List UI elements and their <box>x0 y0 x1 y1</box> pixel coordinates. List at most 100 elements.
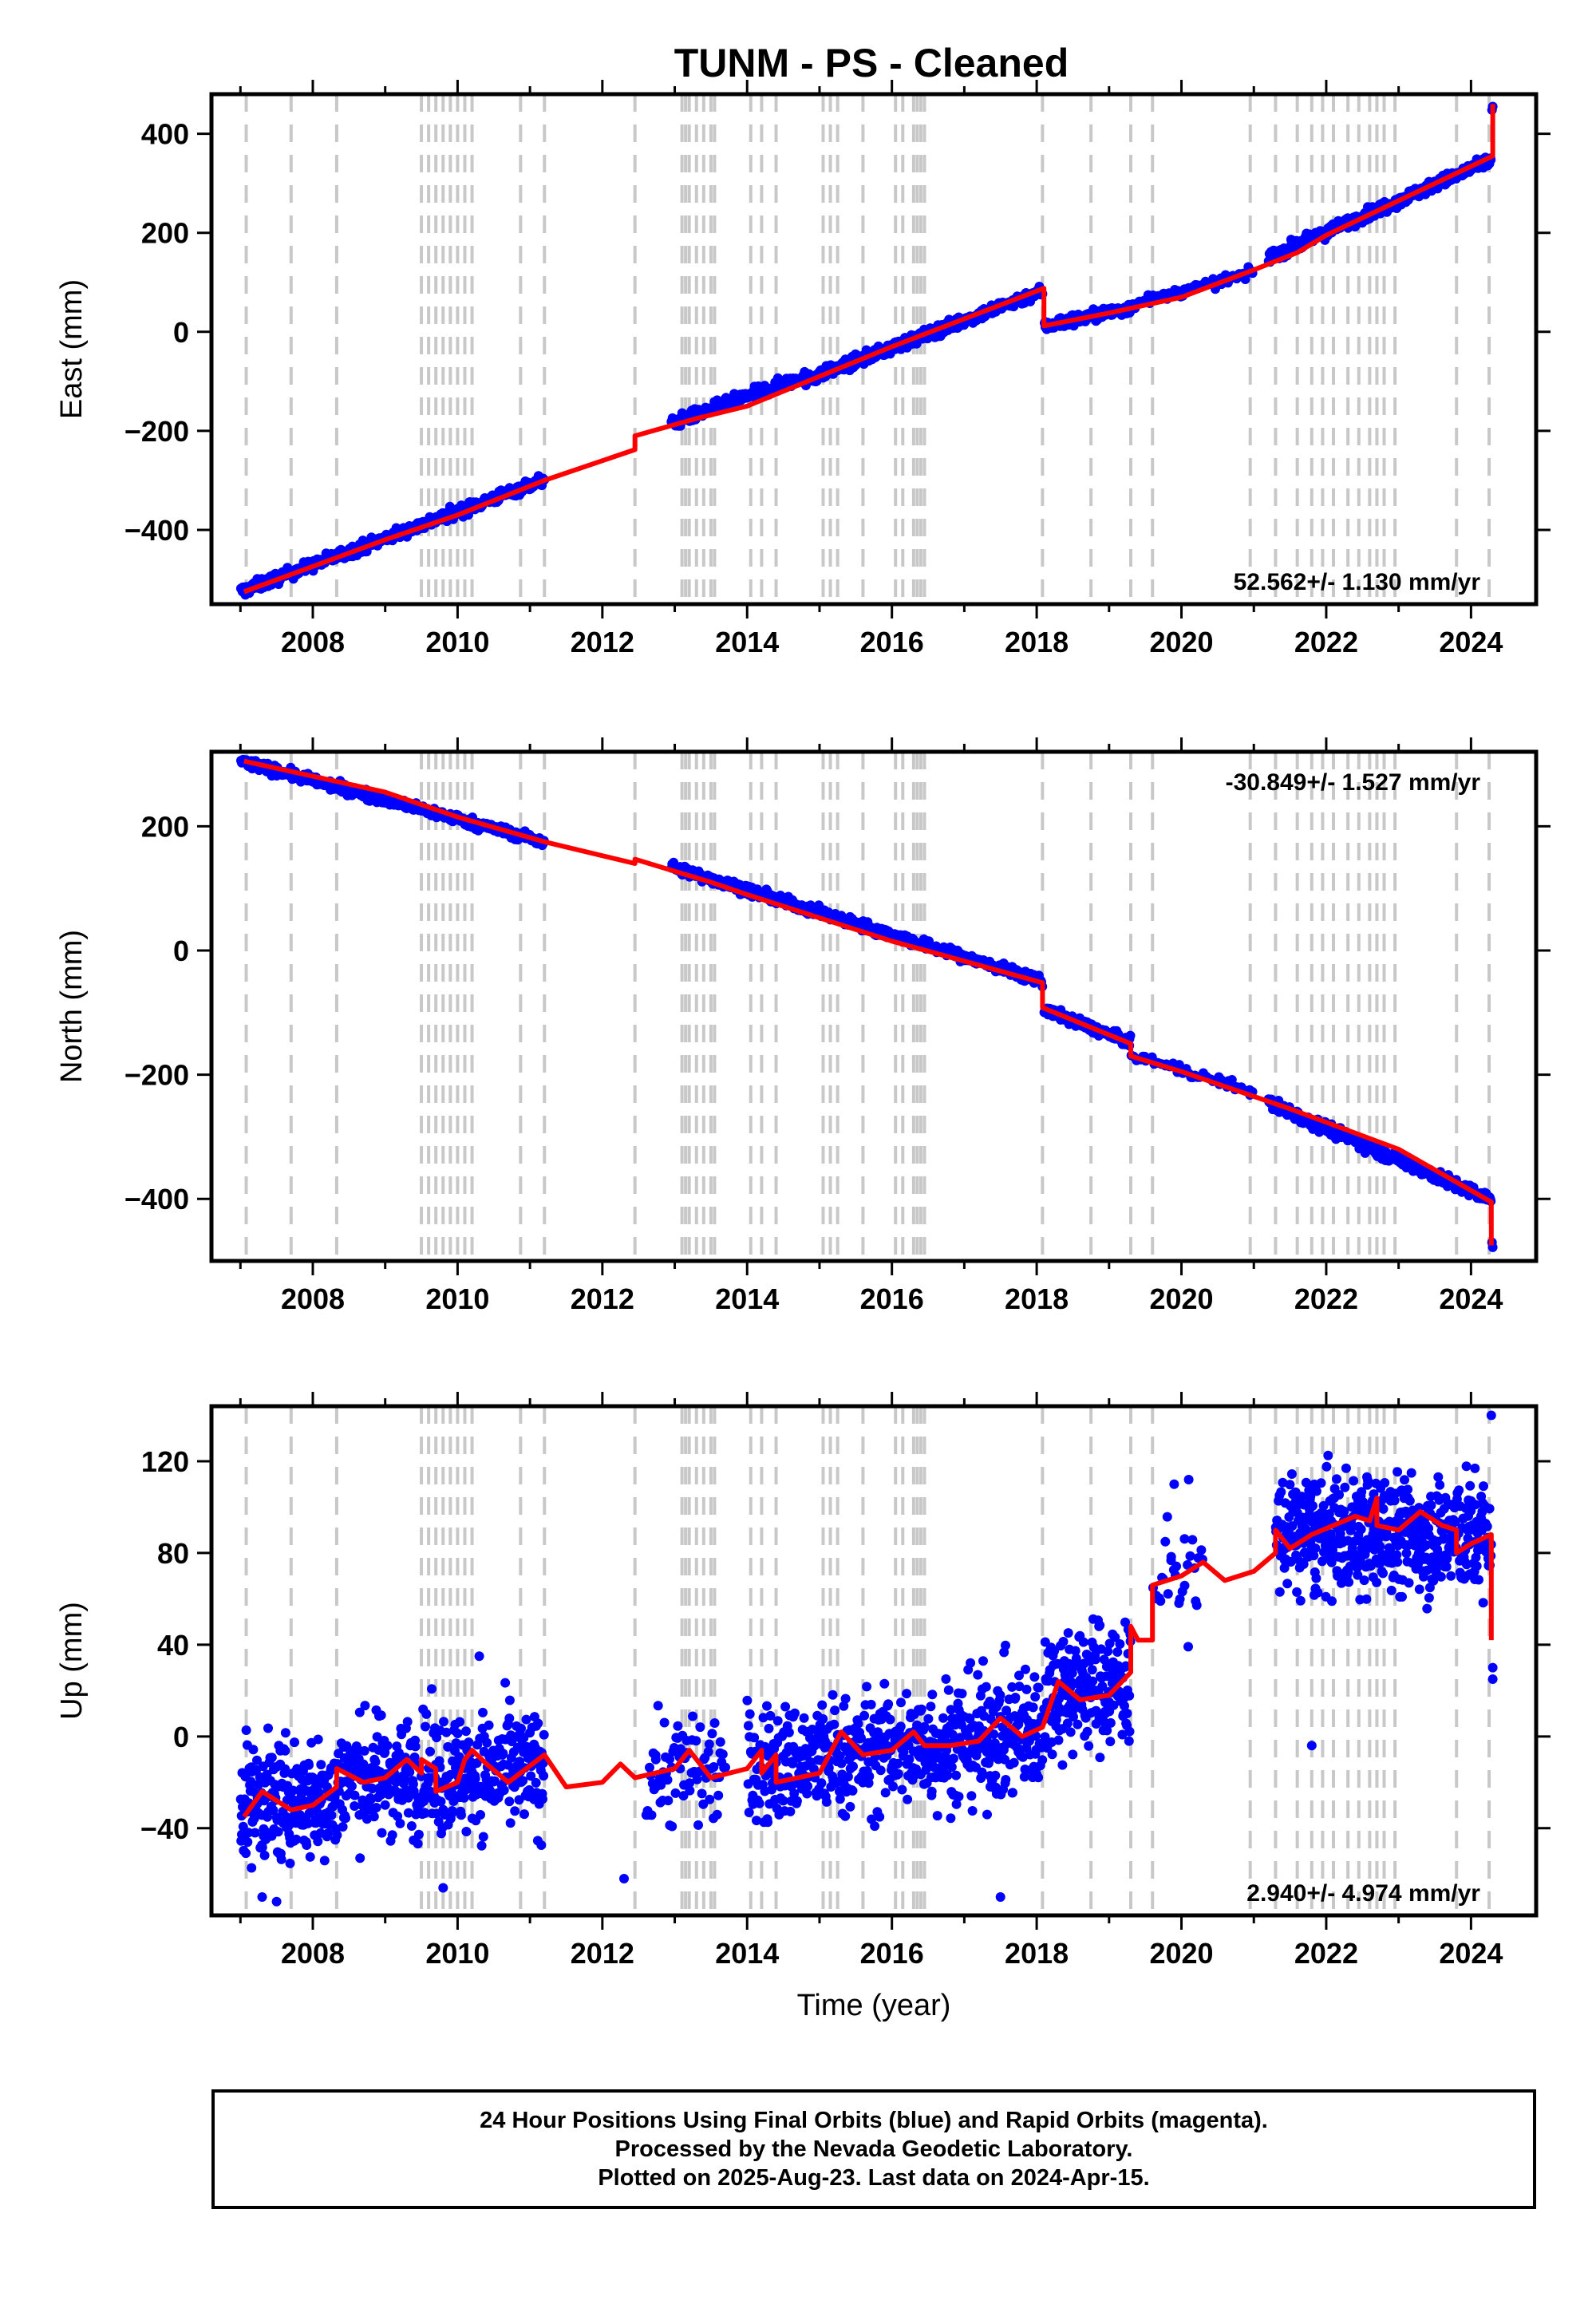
up-data-point <box>1163 1589 1173 1599</box>
up-data-point <box>762 1701 772 1711</box>
up-data-point <box>665 1754 675 1765</box>
up-data-point <box>1047 1749 1057 1760</box>
up-data-point <box>376 1710 386 1721</box>
up-data-point <box>879 1678 890 1689</box>
north-data-point <box>1227 1075 1237 1085</box>
east-x-tick-label: 2022 <box>1294 626 1358 658</box>
north-panel: 2008 2010 2012 2014 2016 2018 2020 2022 20242000… <box>55 737 1551 1315</box>
up-data-point <box>704 1739 714 1749</box>
up-data-point <box>853 1718 863 1729</box>
up-data-point <box>1088 1642 1099 1652</box>
up-data-point <box>653 1701 663 1711</box>
up-data-point <box>1285 1480 1295 1490</box>
up-data-point <box>1279 1563 1290 1573</box>
north-plot-area <box>236 752 1498 1261</box>
up-data-point <box>526 1771 536 1781</box>
up-data-point <box>685 1778 695 1788</box>
up-data-point <box>942 1770 953 1780</box>
up-data-point <box>346 1781 357 1792</box>
up-data-point <box>533 1718 543 1729</box>
up-data-point <box>504 1796 515 1807</box>
up-data-point <box>1297 1492 1307 1502</box>
up-data-point <box>1112 1647 1123 1657</box>
north-y-tick-label: 200 <box>141 810 189 843</box>
up-data-point <box>268 1805 279 1816</box>
up-data-point <box>521 1714 531 1725</box>
up-data-point <box>840 1694 851 1704</box>
up-data-point <box>1009 1757 1019 1768</box>
up-data-point <box>866 1699 876 1709</box>
up-data-point <box>482 1737 492 1748</box>
up-data-point <box>505 1818 516 1828</box>
up-data-point <box>478 1707 488 1717</box>
up-data-point <box>835 1794 845 1804</box>
east-x-tick-label: 2020 <box>1149 626 1213 658</box>
up-data-point <box>1014 1670 1024 1681</box>
east-x-tick-label: 2014 <box>715 626 779 658</box>
up-data-point <box>840 1811 851 1821</box>
up-data-point <box>273 1827 283 1837</box>
up-data-point <box>926 1701 936 1712</box>
up-data-point <box>926 1786 937 1796</box>
up-data-point <box>705 1794 715 1804</box>
up-data-point <box>946 1813 956 1824</box>
up-data-point <box>1327 1596 1337 1607</box>
up-data-point <box>843 1772 853 1782</box>
up-data-point <box>250 1828 260 1838</box>
up-data-point <box>1021 1684 1032 1694</box>
north-y-tick-label: −200 <box>124 1059 189 1092</box>
up-data-point <box>1010 1693 1021 1702</box>
up-data-point <box>932 1811 942 1821</box>
up-data-point <box>904 1754 915 1765</box>
up-data-point <box>280 1764 290 1774</box>
up-data-point <box>1191 1600 1202 1611</box>
up-data-point <box>455 1717 465 1727</box>
up-data-point <box>1326 1557 1337 1567</box>
up-data-point <box>1282 1579 1293 1589</box>
up-data-point <box>359 1745 369 1756</box>
up-data-point <box>895 1721 906 1732</box>
up-data-point <box>709 1762 719 1772</box>
up-data-point <box>1088 1676 1098 1686</box>
up-data-point <box>943 1685 954 1695</box>
up-data-point <box>772 1716 783 1726</box>
up-data-point <box>1037 1755 1048 1765</box>
up-data-point <box>946 1705 956 1715</box>
north-y-axis-label: North (mm) <box>55 930 89 1083</box>
east-x-tick-label: 2008 <box>281 626 345 658</box>
up-data-point <box>919 1721 930 1732</box>
up-data-point <box>650 1754 661 1765</box>
up-data-point <box>1007 1682 1017 1692</box>
up-data-point <box>516 1723 526 1733</box>
up-data-point <box>1278 1477 1288 1488</box>
up-data-point <box>263 1723 273 1733</box>
north-x-tick-label: 2018 <box>1005 1282 1069 1315</box>
up-data-point <box>436 1796 446 1807</box>
up-data-point <box>402 1717 413 1727</box>
up-data-point <box>350 1790 360 1800</box>
up-data-point <box>1069 1712 1078 1722</box>
up-data-point <box>1008 1788 1017 1798</box>
up-data-point <box>443 1741 453 1752</box>
up-data-point <box>257 1842 267 1852</box>
up-data-point <box>519 1809 529 1820</box>
up-data-point <box>916 1704 926 1714</box>
up-data-point <box>903 1794 913 1804</box>
up-data-point <box>893 1758 903 1769</box>
up-data-point <box>380 1800 390 1810</box>
up-data-point <box>1001 1775 1011 1784</box>
up-data-point <box>973 1670 983 1680</box>
up-data-point <box>745 1709 755 1719</box>
up-data-point <box>875 1812 885 1822</box>
up-data-point <box>290 1737 299 1748</box>
up-data-point <box>393 1811 403 1821</box>
north-data-points <box>236 754 1498 1252</box>
east-panel: 2008 2010 2012 2014 2016 2018 2020 2022 20244002… <box>55 80 1551 658</box>
up-data-point <box>1115 1639 1125 1649</box>
up-data-point <box>938 1713 948 1723</box>
up-data-point <box>478 1832 488 1842</box>
up-data-point <box>828 1690 838 1700</box>
up-data-point <box>893 1769 903 1779</box>
up-data-point <box>305 1852 315 1862</box>
up-data-point <box>659 1717 670 1728</box>
